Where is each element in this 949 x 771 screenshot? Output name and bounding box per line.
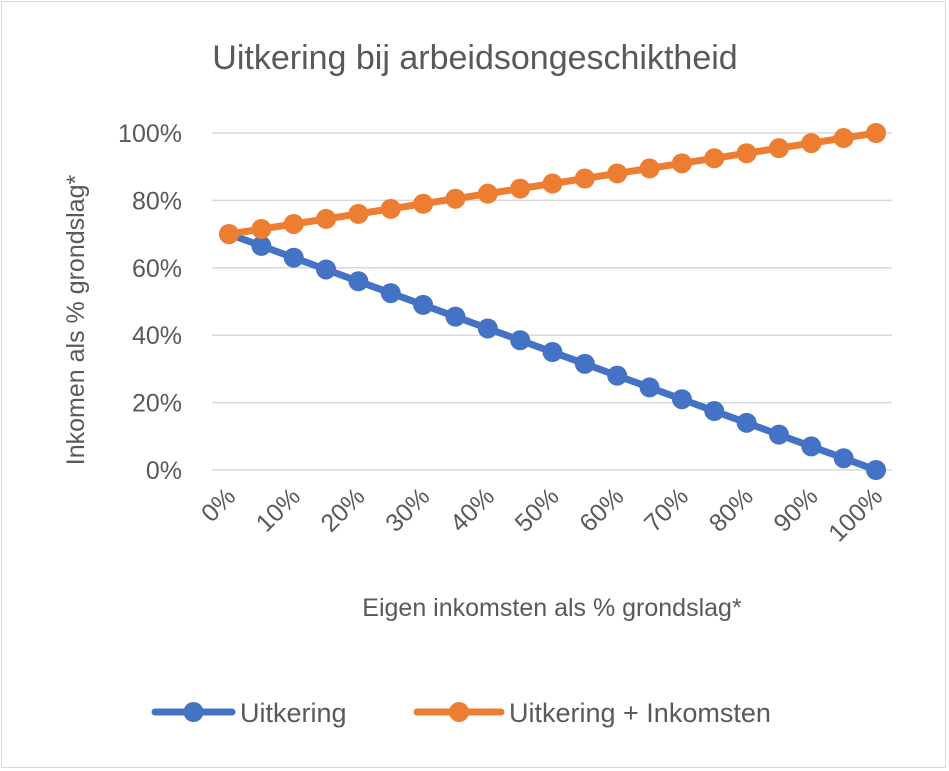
data-point [445, 306, 466, 327]
data-point [316, 259, 337, 280]
x-tick-label: 60% [574, 482, 629, 537]
data-point [477, 183, 498, 204]
x-axis-tick-labels: 0% 10% 20% 30% 40% 50% 60% 70% 80% 90% 100% [196, 482, 888, 547]
data-point [348, 203, 369, 224]
data-point [639, 377, 660, 398]
data-point [380, 198, 401, 219]
data-point [219, 224, 239, 245]
y-tick-label: 40% [132, 322, 182, 350]
x-axis-label: Eigen inkomsten als % grondslag* [362, 594, 742, 622]
data-point [542, 173, 563, 194]
data-point [574, 168, 595, 189]
data-point [574, 353, 595, 374]
data-point [542, 342, 563, 363]
data-point [801, 133, 822, 154]
y-tick-label: 0% [146, 457, 182, 485]
x-tick-label: 10% [251, 482, 306, 537]
data-point [445, 188, 466, 209]
y-axis-label: Inkomen als % grondslag* [62, 175, 90, 466]
series [219, 123, 886, 245]
y-tick-label: 20% [132, 390, 182, 418]
data-point [413, 193, 434, 214]
x-tick-label: 40% [445, 482, 500, 537]
data-point [768, 424, 789, 445]
data-point [348, 271, 369, 292]
x-tick-label: 30% [380, 482, 435, 537]
legend-marker [449, 702, 469, 722]
y-axis-tick-labels: 0% 20% 40% 60% 80% 100% [118, 120, 182, 485]
data-point [477, 318, 498, 339]
data-point [639, 158, 660, 179]
data-point [866, 123, 886, 143]
x-tick-label: 50% [510, 482, 565, 537]
data-point [671, 153, 692, 174]
x-tick-label: 0% [196, 482, 241, 527]
data-point [510, 330, 531, 351]
data-point [704, 401, 725, 422]
data-point [736, 412, 757, 433]
series-layer [219, 123, 886, 480]
legend-item: Uitkering + Inkomsten [413, 698, 771, 728]
data-point [380, 283, 401, 304]
x-tick-label: 90% [768, 482, 823, 537]
data-point [833, 448, 854, 469]
data-point [251, 219, 272, 240]
y-tick-label: 60% [132, 255, 182, 283]
data-point [510, 178, 531, 199]
data-point [866, 460, 886, 480]
x-tick-label: 100% [823, 482, 888, 547]
data-point [251, 235, 272, 256]
data-point [316, 208, 337, 229]
data-point [768, 138, 789, 159]
legend: Uitkering Uitkering + Inkomsten [151, 698, 771, 728]
legend-item: Uitkering [151, 698, 347, 728]
data-point [283, 247, 304, 268]
chart-title: Uitkering bij arbeidsongeschiktheid [212, 39, 737, 77]
data-point [607, 163, 628, 184]
series [219, 224, 886, 480]
data-point [736, 143, 757, 164]
data-point [283, 213, 304, 234]
data-point [704, 148, 725, 169]
data-point [413, 294, 434, 315]
x-tick-label: 70% [639, 482, 694, 537]
legend-label: Uitkering + Inkomsten [509, 698, 771, 728]
y-tick-label: 100% [118, 120, 182, 148]
y-tick-label: 80% [132, 187, 182, 215]
data-point [671, 389, 692, 410]
x-tick-label: 80% [704, 482, 759, 537]
gridlines [212, 132, 892, 471]
legend-label: Uitkering [240, 698, 347, 728]
data-point [833, 128, 854, 149]
data-point [607, 365, 628, 386]
data-point [801, 436, 822, 457]
legend-marker [183, 702, 204, 722]
x-tick-label: 20% [315, 482, 370, 537]
